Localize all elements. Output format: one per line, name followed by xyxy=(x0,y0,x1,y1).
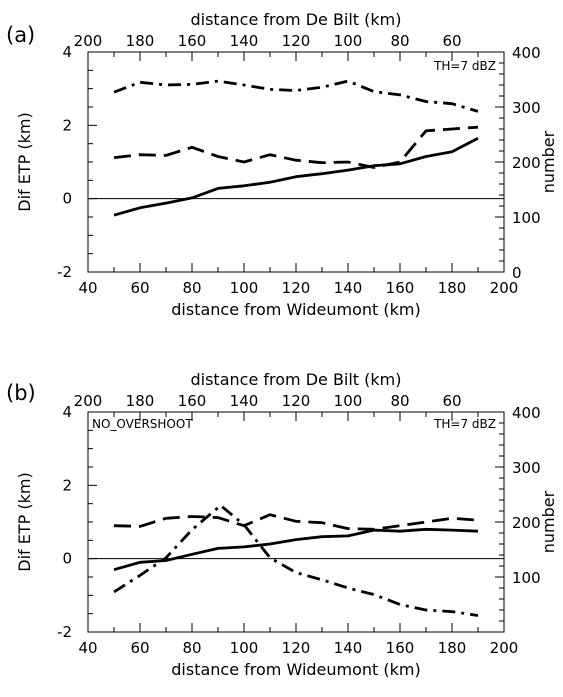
x-tick-label: 80 xyxy=(182,279,201,297)
panel-label: (b) xyxy=(6,381,36,405)
x2-tick-label: 80 xyxy=(390,392,409,410)
x2-tick-label: 200 xyxy=(74,392,103,410)
series-line-2-dash xyxy=(113,513,479,531)
x2-tick-label: 180 xyxy=(126,392,155,410)
x-tick-label: 40 xyxy=(78,279,97,297)
y-tick-label: -2 xyxy=(57,263,72,281)
x-axis-title: distance from Wideumont (km) xyxy=(171,300,420,319)
y2-tick-label: 300 xyxy=(512,459,541,477)
x2-axis-title: distance from De Bilt (km) xyxy=(190,10,401,29)
series-line-1-solid xyxy=(113,136,479,217)
x2-tick-label: 120 xyxy=(282,32,311,50)
x-axis-title: distance from Wideumont (km) xyxy=(171,660,420,679)
y-axis-title: Dif ETP (km) xyxy=(15,472,34,571)
x2-tick-label: 200 xyxy=(74,32,103,50)
mode-annotation: NO_OVERSHOOT xyxy=(92,417,193,431)
x-tick-label: 160 xyxy=(386,279,415,297)
x2-tick-label: 100 xyxy=(334,392,363,410)
y2-tick-label: 200 xyxy=(512,154,541,172)
y2-tick-label: 100 xyxy=(512,209,541,227)
x-tick-label: 120 xyxy=(282,639,311,657)
x-tick-label: 180 xyxy=(438,279,467,297)
x2-tick-label: 160 xyxy=(178,32,207,50)
y-tick-label: 4 xyxy=(62,43,72,61)
y2-tick-label: 400 xyxy=(512,404,541,422)
y2-tick-label: 0 xyxy=(512,264,522,282)
y-tick-label: 2 xyxy=(62,476,72,494)
x-tick-label: 160 xyxy=(386,639,415,657)
y2-axis-title: number xyxy=(539,490,558,553)
series-line-1-solid xyxy=(113,527,479,572)
panel-label: (a) xyxy=(6,23,35,47)
y2-axis-title: number xyxy=(539,130,558,193)
x-tick-label: 140 xyxy=(334,639,363,657)
y-tick-label: 0 xyxy=(62,190,72,208)
x-tick-label: 180 xyxy=(438,639,467,657)
x-tick-label: 40 xyxy=(78,639,97,657)
x2-tick-label: 140 xyxy=(230,32,259,50)
y-tick-label: 2 xyxy=(62,116,72,134)
x2-tick-label: 180 xyxy=(126,32,155,50)
y-tick-label: -2 xyxy=(57,623,72,641)
x2-tick-label: 60 xyxy=(442,392,461,410)
x2-tick-label: 100 xyxy=(334,32,363,50)
x2-tick-label: 140 xyxy=(230,392,259,410)
y-tick-label: 0 xyxy=(62,550,72,568)
x-tick-label: 100 xyxy=(230,279,259,297)
x2-tick-label: 60 xyxy=(442,32,461,50)
x2-axis-title: distance from De Bilt (km) xyxy=(190,370,401,389)
x-tick-label: 200 xyxy=(490,279,519,297)
plot-frame xyxy=(87,51,505,273)
x-tick-label: 100 xyxy=(230,639,259,657)
y-axis-title: Dif ETP (km) xyxy=(15,112,34,211)
x-tick-label: 140 xyxy=(334,279,363,297)
series-line-3-dashdot xyxy=(113,504,479,617)
y2-tick-label: 300 xyxy=(512,99,541,117)
x2-tick-label: 80 xyxy=(390,32,409,50)
x-tick-label: 60 xyxy=(130,639,149,657)
x2-tick-label: 160 xyxy=(178,392,207,410)
x-tick-label: 120 xyxy=(282,279,311,297)
y2-tick-label: 100 xyxy=(512,569,541,587)
x-tick-label: 200 xyxy=(490,639,519,657)
series-line-3-dashdot xyxy=(113,79,479,113)
x-tick-label: 60 xyxy=(130,279,149,297)
threshold-annotation: TH=7 dBZ xyxy=(433,59,496,73)
threshold-annotation: TH=7 dBZ xyxy=(433,417,496,431)
y2-tick-label: 200 xyxy=(512,514,541,532)
y2-tick-label: 400 xyxy=(512,44,541,62)
x2-tick-label: 120 xyxy=(282,392,311,410)
y-tick-label: 4 xyxy=(62,403,72,421)
x-tick-label: 80 xyxy=(182,639,201,657)
series-line-2-dash xyxy=(113,125,479,169)
